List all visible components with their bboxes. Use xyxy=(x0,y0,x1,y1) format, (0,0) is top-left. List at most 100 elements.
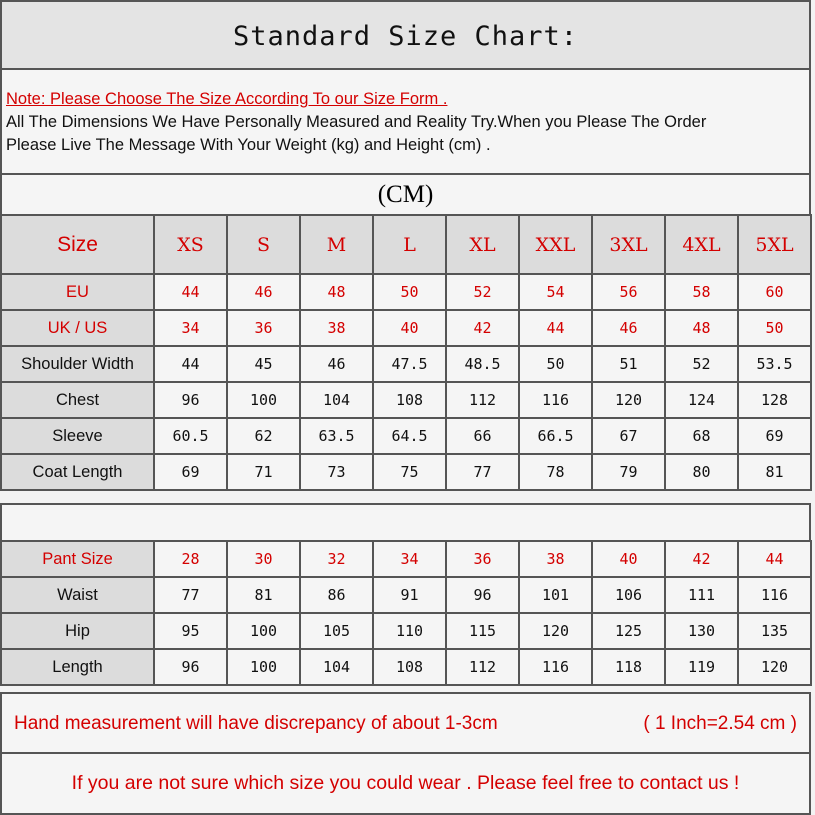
table-cell: 77 xyxy=(153,576,228,614)
size-header-cell: 5XL xyxy=(737,214,812,275)
table-cell: 106 xyxy=(591,576,666,614)
table-cell: 67 xyxy=(591,417,666,455)
note-heading: Note: Please Choose The Size According T… xyxy=(6,90,448,108)
row-label: Waist xyxy=(0,576,155,614)
table-cell: 46 xyxy=(299,345,374,383)
table-cell: 46 xyxy=(591,309,666,347)
table-cell: 81 xyxy=(737,453,812,491)
table-cell: 112 xyxy=(445,381,520,419)
table-cell: 104 xyxy=(299,648,374,686)
table-cell: 47.5 xyxy=(372,345,447,383)
jacket-size-table: Size XS S M L XL XXL 3XL 4XL 5XL EU 44 46 48 50 52 54 56 5… xyxy=(0,214,812,491)
page-title: Standard Size Chart: xyxy=(0,0,811,70)
table-cell: 50 xyxy=(737,309,812,347)
table-cell: 101 xyxy=(518,576,593,614)
table-cell: 52 xyxy=(664,345,739,383)
table-cell: 56 xyxy=(591,273,666,311)
table-cell: 124 xyxy=(664,381,739,419)
row-label: Chest xyxy=(0,381,155,419)
size-header-label: Size xyxy=(0,214,155,275)
table-cell: 105 xyxy=(299,612,374,650)
table-cell: 44 xyxy=(518,309,593,347)
row-label: UK / US xyxy=(0,309,155,347)
table-cell: 77 xyxy=(445,453,520,491)
table-cell: 48.5 xyxy=(445,345,520,383)
table-cell: 116 xyxy=(518,381,593,419)
table-cell: 81 xyxy=(226,576,301,614)
table-cell: 100 xyxy=(226,648,301,686)
conversion-text: ( 1 Inch=2.54 cm ) xyxy=(643,713,797,734)
note-line-1: All The Dimensions We Have Personally Me… xyxy=(6,113,707,131)
table-cell: 40 xyxy=(591,540,666,578)
table-cell: 120 xyxy=(591,381,666,419)
table-cell: 96 xyxy=(445,576,520,614)
table-row: Pant Size 28 30 32 34 36 38 40 42 44 xyxy=(0,540,812,578)
table-cell: 91 xyxy=(372,576,447,614)
table-cell: 38 xyxy=(299,309,374,347)
table-cell: 112 xyxy=(445,648,520,686)
table-row: Length 96 100 104 108 112 116 118 119 120 xyxy=(0,648,812,686)
table-cell: 128 xyxy=(737,381,812,419)
table-cell: 50 xyxy=(372,273,447,311)
table-cell: 104 xyxy=(299,381,374,419)
table-cell: 52 xyxy=(445,273,520,311)
size-header-cell: M xyxy=(299,214,374,275)
measurement-note: Hand measurement will have discrepancy o… xyxy=(0,692,811,754)
table-cell: 75 xyxy=(372,453,447,491)
table-cell: 96 xyxy=(153,648,228,686)
table-cell: 69 xyxy=(737,417,812,455)
note-section: Note: Please Choose The Size According T… xyxy=(0,68,811,175)
table-cell: 86 xyxy=(299,576,374,614)
table-cell: 100 xyxy=(226,612,301,650)
table-cell: 28 xyxy=(153,540,228,578)
table-cell: 79 xyxy=(591,453,666,491)
table-cell: 45 xyxy=(226,345,301,383)
table-cell: 46 xyxy=(226,273,301,311)
table-cell: 53.5 xyxy=(737,345,812,383)
table-cell: 68 xyxy=(664,417,739,455)
table-spacer xyxy=(0,503,811,541)
table-cell: 120 xyxy=(737,648,812,686)
table-cell: 60.5 xyxy=(153,417,228,455)
pant-size-table: Pant Size 28 30 32 34 36 38 40 42 44 Waist 77 81 86 91… xyxy=(0,540,812,686)
table-cell: 51 xyxy=(591,345,666,383)
table-cell: 44 xyxy=(737,540,812,578)
table-cell: 66 xyxy=(445,417,520,455)
table-row: Sleeve 60.5 62 63.5 64.5 66 66.5 67 68 69 xyxy=(0,417,812,455)
table-cell: 116 xyxy=(737,576,812,614)
table-cell: 44 xyxy=(153,273,228,311)
table-cell: 58 xyxy=(664,273,739,311)
size-header-cell: S xyxy=(226,214,301,275)
table-cell: 34 xyxy=(372,540,447,578)
table-cell: 108 xyxy=(372,648,447,686)
table-cell: 120 xyxy=(518,612,593,650)
table-cell: 63.5 xyxy=(299,417,374,455)
table-cell: 50 xyxy=(518,345,593,383)
table-cell: 73 xyxy=(299,453,374,491)
table-cell: 118 xyxy=(591,648,666,686)
table-cell: 44 xyxy=(153,345,228,383)
size-header-cell: 4XL xyxy=(664,214,739,275)
table-cell: 71 xyxy=(226,453,301,491)
table-cell: 80 xyxy=(664,453,739,491)
table-row: UK / US 34 36 38 40 42 44 46 48 50 xyxy=(0,309,812,347)
table-cell: 119 xyxy=(664,648,739,686)
row-label: Pant Size xyxy=(0,540,155,578)
table-cell: 48 xyxy=(664,309,739,347)
table-row: Waist 77 81 86 91 96 101 106 111 116 xyxy=(0,576,812,614)
row-label: Hip xyxy=(0,612,155,650)
table-cell: 66.5 xyxy=(518,417,593,455)
table-cell: 34 xyxy=(153,309,228,347)
row-label: Shoulder Width xyxy=(0,345,155,383)
table-cell: 64.5 xyxy=(372,417,447,455)
table-cell: 130 xyxy=(664,612,739,650)
table-cell: 116 xyxy=(518,648,593,686)
size-header-row: Size XS S M L XL XXL 3XL 4XL 5XL xyxy=(0,214,812,275)
table-cell: 54 xyxy=(518,273,593,311)
table-row: Chest 96 100 104 108 112 116 120 124 128 xyxy=(0,381,812,419)
size-header-cell: 3XL xyxy=(591,214,666,275)
table-cell: 135 xyxy=(737,612,812,650)
row-label: Sleeve xyxy=(0,417,155,455)
table-row: Coat Length 69 71 73 75 77 78 79 80 81 xyxy=(0,453,812,491)
